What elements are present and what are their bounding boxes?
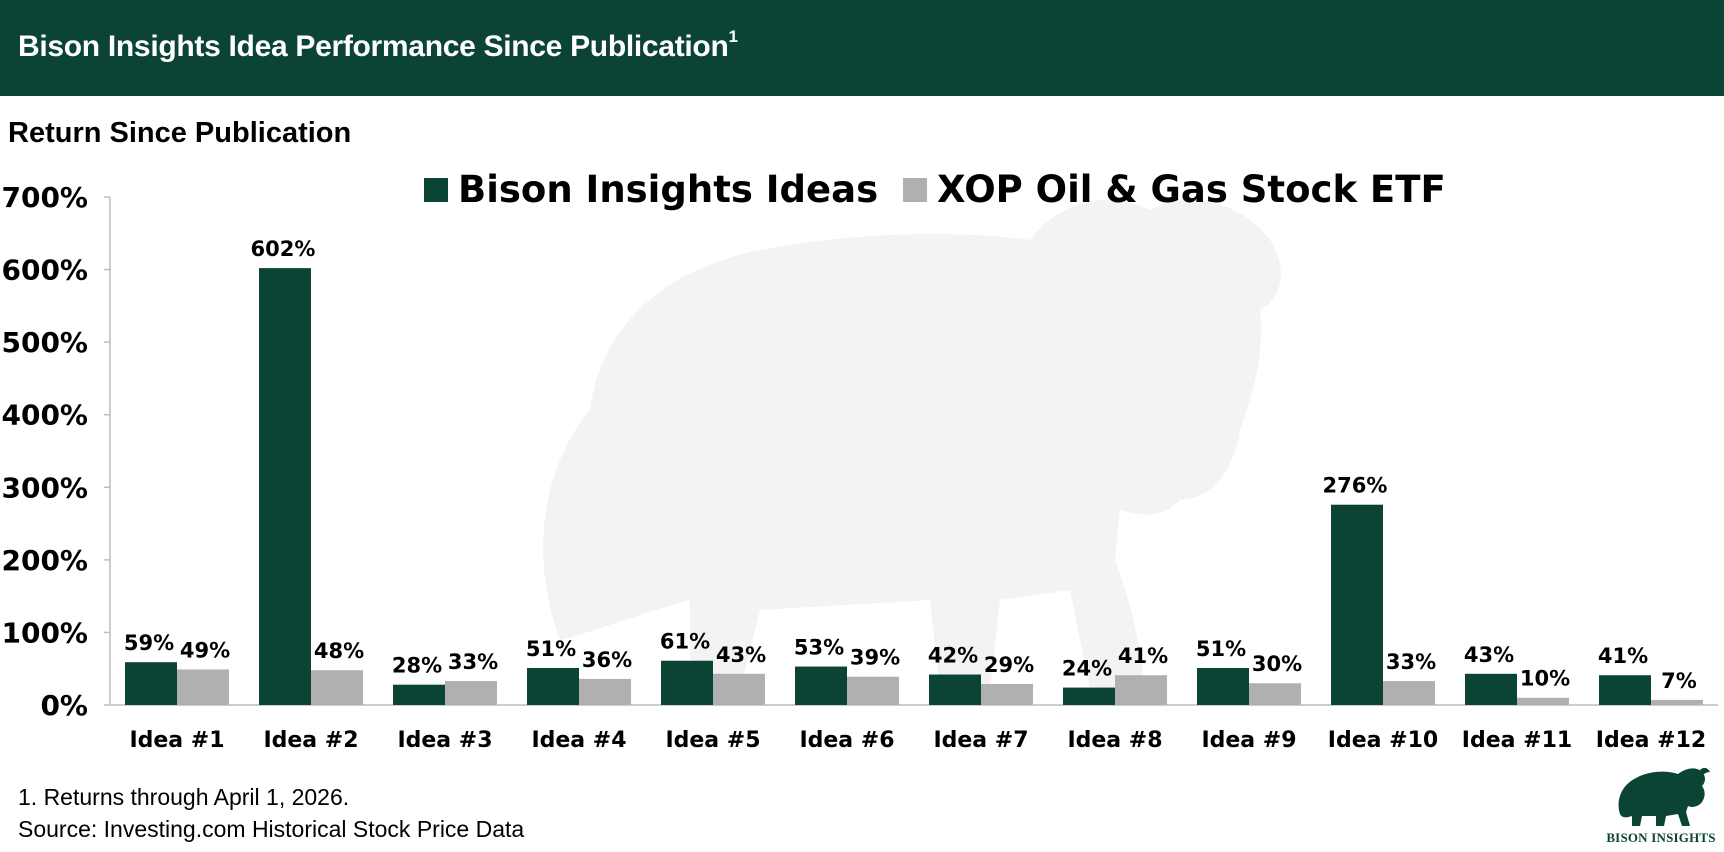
x-tick-label: Idea #2: [263, 728, 358, 753]
bar-xop-etf: [177, 669, 229, 705]
footnote-returns: 1. Returns through April 1, 2026.: [18, 784, 350, 810]
x-tick-label: Idea #8: [1067, 728, 1162, 753]
data-label-bison-ideas: 41%: [1598, 644, 1648, 668]
data-label-bison-ideas: 28%: [392, 654, 442, 678]
data-label-xop-etf: 49%: [180, 638, 230, 662]
bar-bison-ideas: [1599, 675, 1651, 705]
data-label-bison-ideas: 602%: [251, 237, 316, 261]
bar-bison-ideas: [929, 674, 981, 705]
bar-xop-etf: [1383, 681, 1435, 705]
bar-xop-etf: [1651, 699, 1703, 705]
data-label-xop-etf: 33%: [448, 650, 498, 674]
bison-watermark-icon: [543, 200, 1281, 690]
bar-bison-ideas: [1197, 667, 1249, 705]
x-tick-label: Idea #9: [1201, 728, 1296, 753]
x-tick-label: Idea #11: [1462, 728, 1572, 753]
bar-bison-ideas: [1331, 504, 1383, 705]
bar-xop-etf: [713, 673, 765, 705]
y-tick-label: 300%: [1, 471, 88, 504]
bar-bison-ideas: [661, 660, 713, 705]
y-tick-label: 0%: [40, 689, 88, 722]
x-tick-label: Idea #6: [799, 728, 894, 753]
data-label-bison-ideas: 43%: [1464, 643, 1514, 667]
legend-item-bison-ideas: Bison Insights Ideas: [424, 168, 878, 211]
x-tick-label: Idea #1: [129, 728, 224, 753]
data-label-bison-ideas: 42%: [928, 644, 978, 668]
bar-bison-ideas: [393, 684, 445, 705]
data-label-xop-etf: 36%: [582, 648, 632, 672]
bison-icon: [1618, 767, 1710, 826]
bar-xop-etf: [1249, 683, 1301, 705]
data-label-xop-etf: 48%: [314, 639, 364, 663]
data-label-bison-ideas: 276%: [1323, 474, 1388, 498]
legend-label-xop-etf: XOP Oil & Gas Stock ETF: [937, 168, 1446, 211]
bar-xop-etf: [445, 681, 497, 705]
data-label-bison-ideas: 51%: [1196, 637, 1246, 661]
y-tick-label: 500%: [1, 326, 88, 359]
legend-swatch-bison-ideas: [424, 177, 448, 202]
header-banner: Bison Insights Idea Performance Since Pu…: [0, 0, 1724, 96]
page-title: Bison Insights Idea Performance Since Pu…: [18, 27, 738, 63]
y-tick-label: 400%: [1, 399, 88, 432]
bar-xop-etf: [847, 676, 899, 705]
x-tick-label: Idea #3: [397, 728, 492, 753]
x-tick-label: Idea #4: [531, 728, 626, 753]
data-label-xop-etf: 30%: [1252, 652, 1302, 676]
bar-bison-ideas: [1063, 687, 1115, 705]
bar-bison-ideas: [795, 666, 847, 705]
footnote-marker: 1: [728, 27, 738, 46]
x-tick-label: Idea #10: [1328, 728, 1438, 753]
data-label-bison-ideas: 53%: [794, 636, 844, 660]
x-tick-label: Idea #7: [933, 728, 1028, 753]
footnote-source: Source: Investing.com Historical Stock P…: [18, 816, 525, 842]
data-label-xop-etf: 7%: [1661, 669, 1697, 693]
data-label-xop-etf: 41%: [1118, 644, 1168, 668]
bar-xop-etf: [311, 670, 363, 705]
data-label-xop-etf: 33%: [1386, 650, 1436, 674]
legend-label-bison-ideas: Bison Insights Ideas: [458, 168, 879, 211]
chart-title: Return Since Publication: [8, 117, 352, 149]
bar-bison-ideas: [527, 667, 579, 705]
data-label-xop-etf: 10%: [1520, 667, 1570, 691]
bar-xop-etf: [1115, 675, 1167, 705]
bar-bison-ideas: [125, 662, 177, 705]
x-tick-label: Idea #12: [1596, 728, 1706, 753]
brand-logo: BISON INSIGHTS: [1606, 762, 1716, 850]
bar-xop-etf: [579, 678, 631, 705]
data-label-xop-etf: 29%: [984, 653, 1034, 677]
bar-xop-etf: [1517, 697, 1569, 705]
legend-item-xop-etf: XOP Oil & Gas Stock ETF: [903, 168, 1446, 211]
data-label-xop-etf: 43%: [716, 643, 766, 667]
bison-watermark-shape: [543, 200, 1281, 690]
data-label-xop-etf: 39%: [850, 646, 900, 670]
bar-bison-ideas: [1465, 673, 1517, 705]
x-tick-label: Idea #5: [665, 728, 760, 753]
legend-swatch-xop-etf: [903, 177, 927, 202]
data-label-bison-ideas: 59%: [124, 631, 174, 655]
data-label-bison-ideas: 61%: [660, 630, 710, 654]
data-label-bison-ideas: 24%: [1062, 657, 1112, 681]
y-tick-label: 100%: [1, 616, 88, 649]
y-tick-label: 600%: [1, 254, 88, 287]
y-tick-label: 200%: [1, 544, 88, 577]
data-label-bison-ideas: 51%: [526, 637, 576, 661]
brand-logo-text: BISON INSIGHTS: [1606, 830, 1716, 845]
bar-bison-ideas: [259, 268, 311, 705]
bar-xop-etf: [981, 683, 1033, 705]
y-tick-label: 700%: [1, 181, 88, 214]
